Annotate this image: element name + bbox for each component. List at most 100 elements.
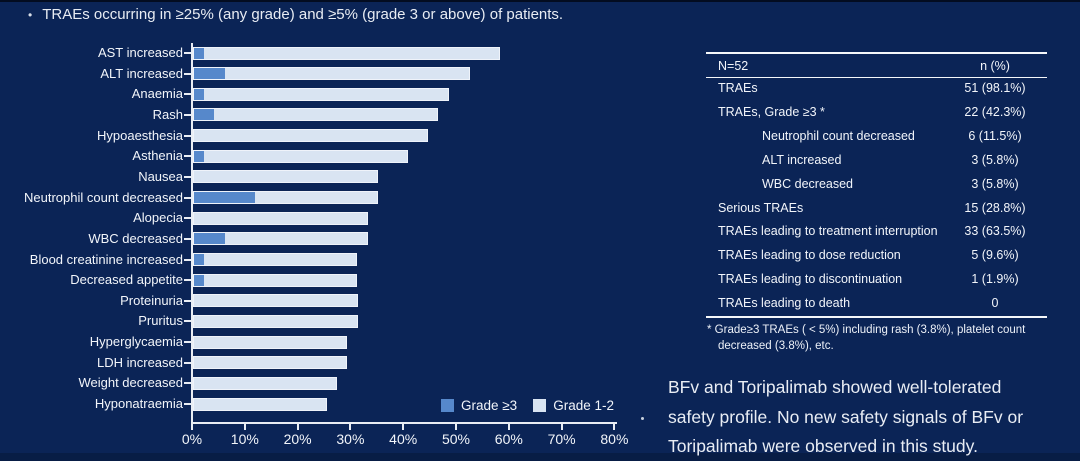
x-axis-tick	[560, 424, 563, 430]
bottom-edge-strip	[0, 453, 1080, 461]
table-row: ALT increased 3 (5.8%)	[706, 149, 1047, 173]
bar-segment-grade3	[194, 88, 205, 100]
x-axis-tick-label: 0%	[181, 431, 203, 447]
category-tick	[184, 196, 192, 199]
x-axis-tick	[507, 424, 510, 430]
x-axis-tick-label: 30%	[336, 431, 365, 447]
table-row-label: TRAEs, Grade ≥3 *	[718, 104, 825, 119]
bar-segment-grade12	[194, 212, 367, 224]
bar-segment-grade12	[194, 171, 377, 183]
table-row: TRAEs, Grade ≥3 * 22 (42.3%)	[706, 101, 1047, 125]
stray-period	[641, 417, 644, 420]
bar	[193, 46, 500, 60]
x-axis-tick	[402, 424, 405, 430]
category-tick	[184, 341, 192, 344]
bullet-line: • TRAEs occurring in ≥25% (any grade) an…	[28, 6, 563, 23]
x-axis-tick-label: 80%	[600, 431, 629, 447]
bar	[193, 376, 338, 390]
table-row: TRAEs leading to death 0	[706, 292, 1047, 316]
bar	[193, 314, 358, 328]
bar-segment-grade12	[194, 357, 347, 369]
top-edge-strip	[0, 0, 1080, 2]
table-row-label: ALT increased	[762, 152, 842, 167]
category-label: Rash	[152, 106, 183, 122]
bar-segment-grade12	[204, 47, 499, 59]
bar-segment-grade12	[254, 192, 377, 204]
table-row-value: 0	[991, 296, 999, 311]
x-axis-tick-label: 10%	[230, 431, 259, 447]
table-row-value: 22 (42.3%)	[964, 104, 1026, 119]
bar-segment-grade3	[194, 68, 225, 80]
category-tick	[184, 93, 192, 96]
x-axis-tick	[243, 424, 246, 430]
table-row-value: 5 (9.6%)	[971, 248, 1019, 263]
category-tick	[184, 134, 192, 137]
footnote-line-1: * Grade≥3 TRAEs ( < 5%) including rash (…	[707, 324, 1026, 336]
legend-label: Grade 1-2	[553, 398, 614, 413]
bar	[193, 253, 358, 266]
category-tick	[184, 217, 192, 220]
category-label: Weight decreased	[78, 375, 183, 391]
category-tick	[184, 361, 192, 364]
bullet-text: TRAEs occurring in ≥25% (any grade) and …	[42, 6, 564, 23]
trae-bar-chart: Grade ≥3 Grade 1-2 AST increased ALT incre…	[24, 43, 629, 447]
summary-line: BFv and Toripalimab showed well-tolerate…	[668, 377, 1002, 397]
table-bottom-border	[706, 316, 1047, 318]
table-row-label: TRAEs	[718, 81, 758, 95]
table-row-label: WBC decreased	[762, 176, 854, 191]
legend-item: Grade ≥3	[441, 398, 517, 413]
bar-segment-grade3	[194, 109, 215, 121]
table-row-label: TRAEs leading to treatment interruption	[718, 224, 938, 239]
bar	[193, 191, 378, 205]
bar-segment-grade12	[224, 68, 469, 80]
table-row-label: Serious TRAEs	[718, 200, 804, 215]
category-label: Neutrophil count decreased	[24, 189, 183, 205]
table-row: TRAEs leading to discontinuation 1 (1.9%)	[706, 268, 1047, 292]
table-top-border	[706, 52, 1047, 54]
legend-swatch	[533, 399, 547, 412]
category-tick	[184, 113, 192, 116]
category-tick	[184, 299, 192, 302]
table-row-label: TRAEs leading to dose reduction	[718, 248, 901, 263]
table-row-value: 51 (98.1%)	[964, 81, 1026, 95]
bar	[193, 87, 449, 101]
x-axis-tick-label: 40%	[389, 431, 418, 447]
table-row: TRAEs leading to treatment interruption 3…	[706, 220, 1047, 244]
category-label: LDH increased	[97, 354, 183, 370]
table-row: Neutrophil count decreased 6 (11.5%)	[706, 125, 1047, 149]
table-row-label: Neutrophil count decreased	[762, 128, 915, 143]
table-row-label: TRAEs leading to discontinuation	[718, 272, 903, 287]
category-label: WBC decreased	[88, 230, 183, 246]
bar-segment-grade12	[204, 254, 357, 265]
x-axis-tick-label: 70%	[547, 431, 576, 447]
summary-line: Toripalimab were observed in this study.	[668, 436, 978, 456]
bar-segment-grade3	[194, 254, 205, 265]
x-axis-tick	[455, 424, 457, 430]
bar-segment-grade12	[194, 377, 337, 389]
category-label: AST increased	[97, 45, 183, 60]
category-label: Blood creatinine increased	[29, 251, 183, 267]
bar-segment-grade12	[194, 398, 326, 410]
category-label: Pruritus	[138, 313, 183, 329]
bar	[193, 170, 378, 184]
category-label: ALT increased	[100, 65, 183, 81]
category-tick	[184, 320, 192, 323]
bar-segment-grade12	[224, 233, 367, 245]
table-row: WBC decreased 3 (5.8%)	[706, 173, 1047, 197]
category-label: Hyperglycaemia	[89, 334, 183, 350]
bar	[193, 108, 439, 122]
x-axis-tick-label: 20%	[283, 431, 312, 447]
bar-segment-grade3	[194, 233, 225, 245]
table-header-n: N=52	[718, 59, 749, 73]
bar-segment-grade12	[204, 150, 408, 162]
bar-segment-grade3	[194, 192, 255, 204]
footnote-line-2: decreased (3.8%), etc.	[718, 340, 834, 352]
category-tick	[184, 258, 192, 261]
summary-text: BFv and Toripalimab showed well-tolerate…	[668, 373, 1023, 461]
category-tick	[184, 72, 192, 75]
table-row: Serious TRAEs 15 (28.8%)	[706, 197, 1047, 221]
table-row: TRAEs 51 (98.1%)	[706, 77, 1047, 101]
bar	[193, 294, 358, 308]
legend-item: Grade 1-2	[533, 398, 614, 413]
table-row-label: TRAEs leading to death	[718, 296, 851, 311]
